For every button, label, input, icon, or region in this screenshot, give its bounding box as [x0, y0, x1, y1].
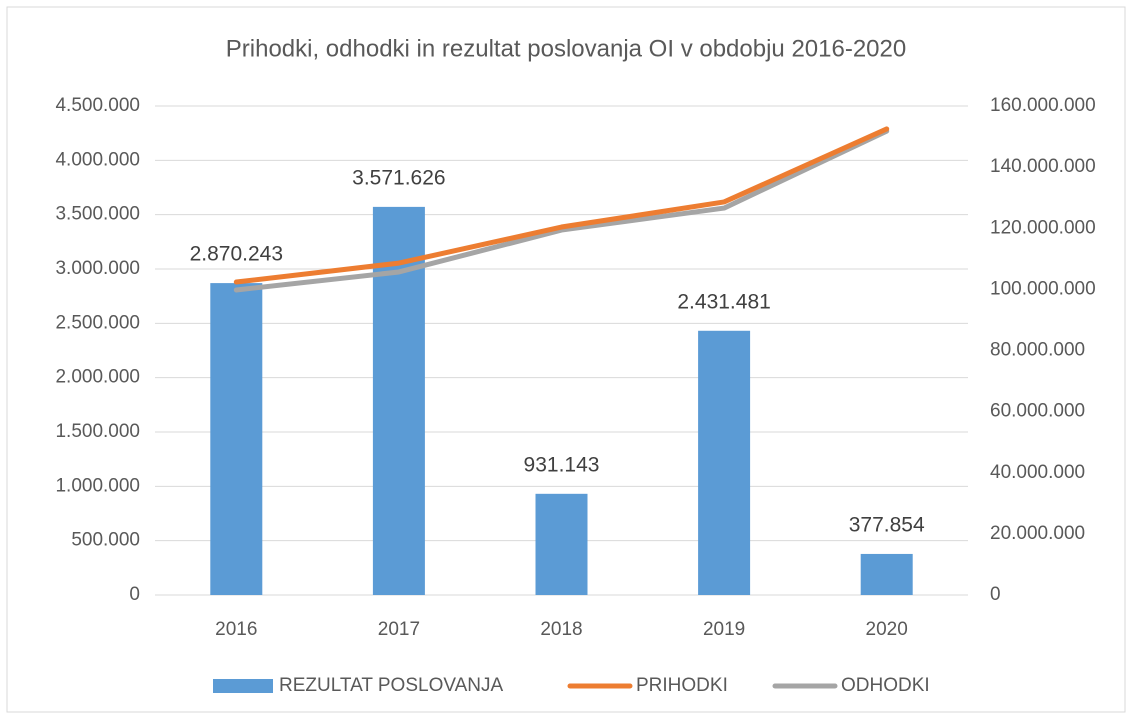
data-label: 2.431.481	[677, 290, 770, 313]
x-tick-label: 2017	[378, 619, 420, 640]
y-tick-label: 4.500.000	[55, 95, 140, 116]
y-tick-label: 1.500.000	[55, 421, 140, 442]
y-tick-label: 3.500.000	[55, 204, 140, 225]
bar	[698, 330, 751, 595]
line	[233, 126, 890, 285]
line	[233, 128, 890, 293]
legend-label: REZULTAT POSLOVANJA	[279, 675, 504, 696]
y-tick-label: 3.000.000	[55, 258, 140, 279]
chart-title: Prihodki, odhodki in rezultat poslovanja…	[226, 35, 906, 62]
y2-tick-label: 160.000.000	[990, 95, 1096, 116]
x-tick-label: 2019	[703, 619, 745, 640]
y2-tick-label: 40.000.000	[990, 462, 1085, 483]
y-tick-label: 500.000	[71, 530, 140, 551]
data-label: 2.870.243	[190, 243, 283, 266]
x-tick-label: 2018	[540, 619, 582, 640]
legend-label: PRIHODKI	[636, 675, 728, 696]
bar	[860, 553, 913, 595]
y2-tick-label: 100.000.000	[990, 278, 1096, 299]
data-label: 377.854	[849, 513, 925, 536]
y2-tick-label: 120.000.000	[990, 217, 1096, 238]
x-tick-label: 2020	[866, 619, 908, 640]
y-tick-label: 1.000.000	[55, 475, 140, 496]
y2-tick-label: 80.000.000	[990, 340, 1085, 361]
legend-label: ODHODKI	[841, 675, 930, 696]
x-tick-label: 2016	[215, 619, 257, 640]
y-tick-label: 4.000.000	[55, 149, 140, 170]
bar	[210, 283, 263, 595]
y-tick-label: 0	[129, 584, 140, 605]
y-tick-label: 2.000.000	[55, 367, 140, 388]
data-label: 3.571.626	[352, 166, 445, 189]
y2-tick-label: 0	[990, 584, 1001, 605]
y2-tick-label: 20.000.000	[990, 523, 1085, 544]
y2-tick-label: 60.000.000	[990, 401, 1085, 422]
bar	[535, 493, 588, 595]
chart-frame	[6, 6, 1126, 713]
y2-tick-label: 140.000.000	[990, 156, 1096, 177]
legend-swatch	[213, 679, 273, 693]
data-label: 931.143	[524, 453, 600, 476]
y-tick-label: 2.500.000	[55, 312, 140, 333]
